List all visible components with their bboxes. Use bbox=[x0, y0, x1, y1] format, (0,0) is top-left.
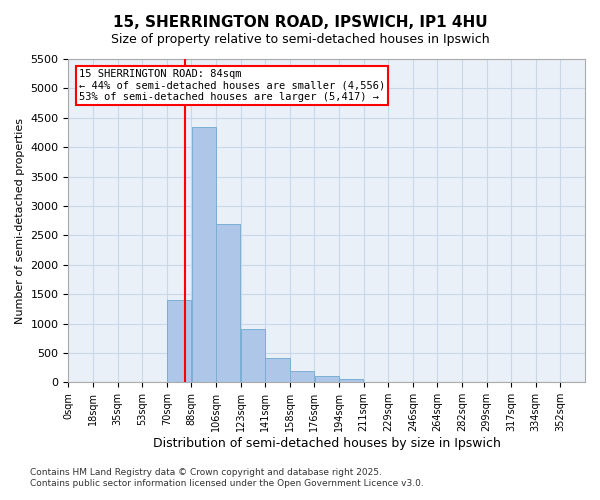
Bar bbox=[265, 358, 290, 382]
Bar bbox=[241, 330, 265, 382]
Bar bbox=[290, 370, 314, 382]
Bar bbox=[191, 126, 216, 382]
Text: 15, SHERRINGTON ROAD, IPSWICH, IP1 4HU: 15, SHERRINGTON ROAD, IPSWICH, IP1 4HU bbox=[113, 15, 487, 30]
Bar bbox=[339, 379, 364, 382]
Bar bbox=[314, 376, 339, 382]
Y-axis label: Number of semi-detached properties: Number of semi-detached properties bbox=[15, 118, 25, 324]
Bar bbox=[167, 300, 191, 382]
Bar bbox=[216, 224, 241, 382]
Text: Size of property relative to semi-detached houses in Ipswich: Size of property relative to semi-detach… bbox=[110, 32, 490, 46]
Text: 15 SHERRINGTON ROAD: 84sqm
← 44% of semi-detached houses are smaller (4,556)
53%: 15 SHERRINGTON ROAD: 84sqm ← 44% of semi… bbox=[79, 68, 385, 102]
X-axis label: Distribution of semi-detached houses by size in Ipswich: Distribution of semi-detached houses by … bbox=[153, 437, 500, 450]
Text: Contains HM Land Registry data © Crown copyright and database right 2025.
Contai: Contains HM Land Registry data © Crown c… bbox=[30, 468, 424, 487]
